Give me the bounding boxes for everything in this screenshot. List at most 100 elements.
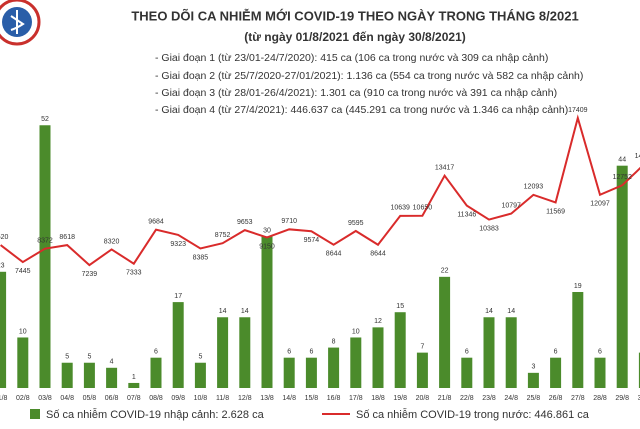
- line-value-label: 12752: [612, 174, 632, 181]
- bar: [239, 317, 251, 388]
- bar-value-label: 14: [485, 308, 493, 315]
- x-tick-label: 26/8: [549, 395, 563, 402]
- bar-value-label: 23: [0, 263, 5, 270]
- line-value-label: 9710: [281, 218, 297, 225]
- line-value-label: 10639: [390, 205, 410, 212]
- chart-title: THEO DÕI CA NHIỄM MỚI COVID-19 THEO NGÀY…: [131, 8, 578, 23]
- bar: [372, 327, 384, 388]
- x-tick-label: 04/8: [60, 395, 74, 402]
- line-value-label: 14219: [635, 153, 640, 160]
- x-tick-label: 27/8: [571, 395, 585, 402]
- bar: [550, 357, 562, 388]
- bar: [305, 357, 317, 388]
- bar-value-label: 6: [554, 349, 558, 356]
- line-value-label: 10383: [479, 225, 499, 232]
- bar-value-label: 14: [507, 308, 515, 315]
- bar: [39, 125, 51, 389]
- bar-value-label: 5: [87, 354, 91, 361]
- line-value-label: 9150: [259, 243, 275, 250]
- x-tick-label: 02/8: [16, 395, 30, 402]
- bar: [328, 347, 340, 388]
- bar-value-label: 6: [598, 349, 602, 356]
- line: [0, 114, 640, 267]
- line-value-label: 9684: [148, 219, 164, 226]
- bar: [128, 382, 140, 388]
- bar: [261, 236, 273, 388]
- x-tick-label: 30/8: [638, 395, 640, 402]
- line-value-label: 9323: [170, 241, 186, 248]
- x-tick-label: 17/8: [349, 395, 363, 402]
- bar: [394, 312, 406, 388]
- line-value-label: 11346: [457, 211, 476, 218]
- bar: [83, 362, 95, 388]
- bar-value-label: 5: [65, 354, 69, 361]
- line-value-label: 9574: [304, 237, 320, 244]
- bar: [150, 357, 162, 388]
- annotation: - Giai đoạn 1 (từ 23/01-24/7/2020): 415 …: [155, 52, 548, 64]
- line-value-label: 8372: [37, 238, 53, 245]
- bar-value-label: 12: [374, 318, 382, 325]
- bar: [106, 367, 118, 388]
- line-value-label: 9595: [348, 220, 364, 227]
- bar-value-label: 3: [531, 364, 535, 371]
- line-value-label: 8620: [0, 234, 8, 241]
- line-value-label: 7333: [126, 270, 142, 277]
- line-value-label: 12093: [524, 184, 544, 191]
- bar-value-label: 4: [110, 359, 114, 366]
- x-tick-label: 06/8: [105, 395, 119, 402]
- legend-swatch: [30, 409, 40, 419]
- line-value-label: 8752: [215, 232, 231, 239]
- annotation: - Giai đoạn 2 (từ 25/7/2020-27/01/2021):…: [155, 70, 583, 82]
- legend-label: Số ca nhiễm COVID-19 trong nước: 446.861…: [356, 408, 590, 421]
- bar-value-label: 7: [420, 343, 424, 350]
- x-tick-label: 13/8: [260, 395, 274, 402]
- line-value-label: 8320: [104, 238, 120, 245]
- bar: [350, 337, 362, 388]
- x-tick-label: 18/8: [371, 395, 385, 402]
- line-value-label: 13417: [435, 165, 455, 172]
- x-tick-label: 20/8: [416, 395, 430, 402]
- bar: [61, 362, 73, 388]
- bar-value-label: 5: [198, 354, 202, 361]
- line-value-label: 8644: [370, 251, 386, 258]
- bar: [572, 292, 584, 388]
- x-tick-label: 10/8: [194, 395, 208, 402]
- line-value-label: 7445: [15, 268, 31, 275]
- bar-value-label: 52: [41, 116, 49, 123]
- bar: [0, 271, 7, 388]
- line-value-label: 7239: [82, 271, 98, 278]
- annotation: - Giai đoạn 4 (từ 27/4/2021): 446.637 ca…: [155, 104, 568, 116]
- x-tick-label: 24/8: [504, 395, 518, 402]
- x-tick-label: 25/8: [527, 395, 541, 402]
- plot: 01/8 02/8 03/8 04/8 05/8 06/8 07/8 08/8 09/8 10/8…: [0, 107, 640, 402]
- line-value-label: 17409: [568, 107, 588, 114]
- bar-value-label: 14: [241, 308, 249, 315]
- bar: [283, 357, 295, 388]
- x-tick-label: 19/8: [393, 395, 407, 402]
- line-value-label: 12097: [590, 201, 610, 208]
- x-tick-label: 14/8: [282, 395, 296, 402]
- bar-value-label: 6: [309, 349, 313, 356]
- bar-value-label: 17: [174, 293, 182, 300]
- line-value-label: 10797: [501, 202, 521, 209]
- bar-value-label: 10: [19, 328, 27, 335]
- logo: [0, 0, 41, 46]
- x-tick-label: 05/8: [83, 395, 97, 402]
- x-tick-label: 22/8: [460, 395, 474, 402]
- line-value-label: 8618: [59, 234, 75, 241]
- line-value-label: 8644: [326, 251, 342, 258]
- bar: [616, 165, 628, 388]
- bar: [461, 357, 473, 388]
- bar: [483, 317, 495, 388]
- x-tick-label: 01/8: [0, 395, 8, 402]
- x-tick-label: 15/8: [305, 395, 319, 402]
- bar: [194, 362, 206, 388]
- x-tick-label: 28/8: [593, 395, 607, 402]
- legend-label: Số ca nhiễm COVID-19 nhập cảnh: 2.628 ca: [46, 408, 265, 421]
- bar: [416, 352, 428, 388]
- bar-value-label: 15: [396, 303, 404, 310]
- x-tick-label: 12/8: [238, 395, 252, 402]
- bar-value-label: 1: [132, 374, 136, 381]
- x-tick-label: 11/8: [216, 395, 229, 402]
